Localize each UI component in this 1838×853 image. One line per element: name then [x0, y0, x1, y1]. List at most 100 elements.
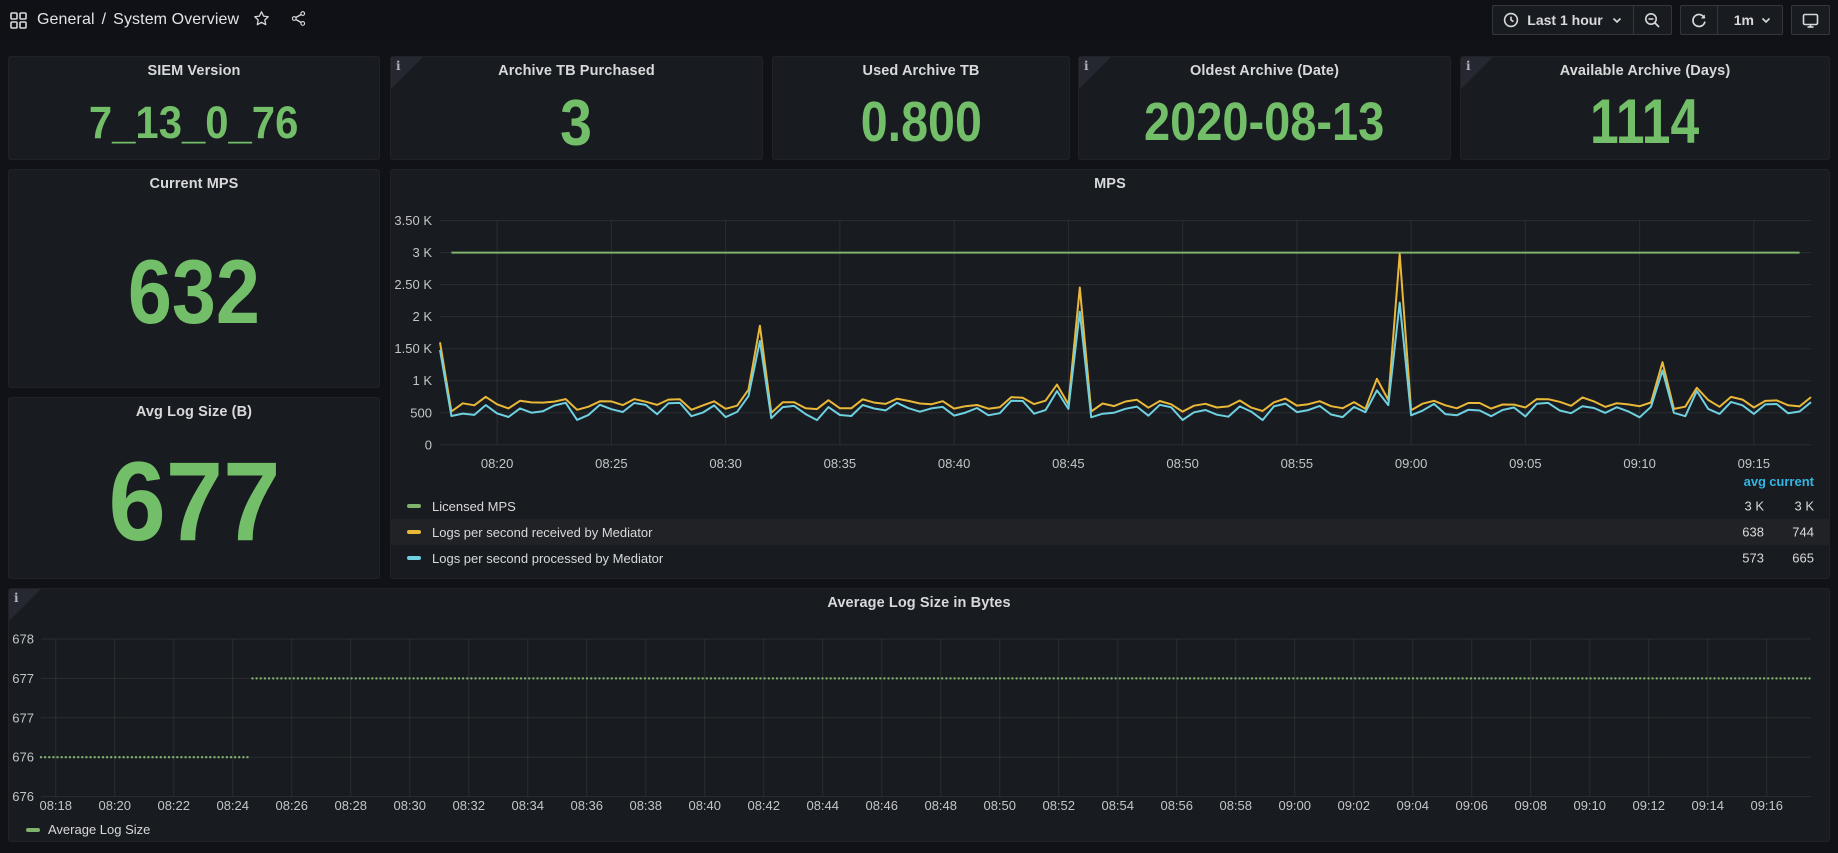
svg-text:09:10: 09:10 [1573, 798, 1606, 813]
share-icon [290, 10, 307, 30]
panel-info-corner[interactable] [391, 57, 423, 89]
svg-text:09:08: 09:08 [1514, 798, 1547, 813]
svg-text:08:18: 08:18 [39, 798, 72, 813]
panel-used-archive-tb: Used Archive TB 0.800 [772, 56, 1070, 160]
breadcrumb-folder[interactable]: General [37, 11, 95, 28]
star-icon [253, 10, 270, 30]
panel-avg-log-size: Avg Log Size (B) 677 [8, 397, 380, 579]
breadcrumb-dashboard[interactable]: System Overview [113, 11, 240, 28]
panel-archive-tb-purchased: i Archive TB Purchased 3 [390, 56, 763, 160]
time-picker-chevron-down-icon [1611, 14, 1623, 26]
info-icon: i [396, 59, 401, 73]
legend-row[interactable]: Logs per second received by Mediator 638 7… [391, 519, 1829, 545]
legend-series-label[interactable]: Logs per second received by Mediator [432, 524, 653, 540]
star-dashboard-button[interactable] [253, 10, 270, 30]
panel-title[interactable]: SIEM Version [147, 63, 241, 79]
navbar: General / System Overview [0, 0, 1838, 40]
svg-text:08:42: 08:42 [747, 798, 780, 813]
panel-info-corner[interactable] [9, 589, 41, 621]
panel-title[interactable]: Oldest Archive (Date) [1189, 63, 1340, 79]
svg-text:09:00: 09:00 [1395, 456, 1428, 470]
panel-current-mps: Current MPS 632 [8, 169, 380, 388]
stat-value-area: 1114 [1461, 85, 1829, 159]
svg-text:08:22: 08:22 [157, 798, 190, 813]
panel-title[interactable]: Average Log Size in Bytes [827, 595, 1011, 611]
zoom-out-time-button[interactable] [1634, 6, 1671, 34]
panel-info-corner[interactable] [1461, 57, 1493, 89]
legend-avg-value: 3 K [1744, 498, 1764, 514]
info-icon: i [1084, 59, 1089, 73]
svg-text:09:02: 09:02 [1337, 798, 1370, 813]
svg-text:677: 677 [12, 671, 34, 686]
svg-text:2 K: 2 K [412, 309, 432, 324]
legend-current-value: 744 [1792, 524, 1814, 540]
mps-legend-header: avg current [391, 471, 1829, 493]
panel-title[interactable]: Available Archive (Days) [1559, 63, 1731, 79]
svg-text:09:16: 09:16 [1750, 798, 1783, 813]
panel-info-corner[interactable] [1079, 57, 1111, 89]
button-group-divider [1632, 6, 1634, 34]
svg-text:09:06: 09:06 [1455, 798, 1488, 813]
legend-avg-header[interactable]: avg [1743, 474, 1766, 489]
panel-title[interactable]: Avg Log Size (B) [135, 404, 253, 420]
svg-text:500: 500 [410, 405, 432, 420]
mps-legend: avg current Licensed MPS 3 K 3 K Logs per s… [391, 471, 1829, 571]
share-dashboard-button[interactable] [290, 10, 307, 30]
panel-available-archive-days: i Available Archive (Days) 1114 [1460, 56, 1830, 160]
time-picker-button[interactable]: Last 1 hour [1493, 6, 1632, 34]
panel-title[interactable]: Archive TB Purchased [498, 63, 655, 79]
svg-text:0: 0 [425, 437, 432, 452]
svg-text:09:14: 09:14 [1691, 798, 1724, 813]
refresh-chevron-down-icon [1760, 14, 1772, 26]
svg-text:3.50 K: 3.50 K [394, 213, 432, 228]
svg-text:1 K: 1 K [412, 373, 432, 388]
mps-time-series-chart[interactable]: 0 500 1 K 1.50 K 2 K 2.50 K 3 K 3.50 K 08:20 08:2… [391, 170, 1829, 470]
legend-series-label[interactable]: Licensed MPS [432, 498, 516, 514]
legend-series-label[interactable]: Logs per second processed by Mediator [432, 550, 664, 566]
stat-value-area: 632 [9, 198, 379, 387]
legend-current-value: 665 [1792, 550, 1814, 566]
kiosk-group [1791, 5, 1830, 35]
stat-value-area: 3 [391, 85, 762, 159]
dashboards-grid-icon[interactable] [10, 11, 27, 29]
legend-swatch [407, 530, 421, 534]
panel-title[interactable]: Used Archive TB [862, 63, 980, 79]
svg-text:08:52: 08:52 [1042, 798, 1075, 813]
navbar-left: General / System Overview [0, 10, 307, 30]
legend-row[interactable]: Licensed MPS 3 K 3 K [391, 493, 1829, 519]
stat-value: 7_13_0_76 [89, 96, 299, 148]
svg-text:08:24: 08:24 [216, 798, 249, 813]
svg-text:09:04: 09:04 [1396, 798, 1429, 813]
svg-text:08:56: 08:56 [1160, 798, 1193, 813]
refresh-interval-label: 1m [1733, 12, 1754, 28]
legend-avg-value: 638 [1742, 524, 1764, 540]
time-picker-group: Last 1 hour [1492, 5, 1672, 35]
svg-text:08:28: 08:28 [334, 798, 367, 813]
refresh-button[interactable] [1681, 6, 1717, 34]
stat-value: 1114 [1590, 86, 1700, 157]
navbar-right: Last 1 hour [1484, 5, 1830, 35]
svg-text:08:38: 08:38 [629, 798, 662, 813]
svg-text:08:50: 08:50 [1166, 456, 1199, 470]
kiosk-mode-button[interactable] [1792, 6, 1829, 34]
panel-oldest-archive-date: i Oldest Archive (Date) 2020-08-13 [1078, 56, 1451, 160]
legend-swatch [407, 556, 421, 560]
svg-text:08:26: 08:26 [275, 798, 308, 813]
svg-text:08:46: 08:46 [865, 798, 898, 813]
panel-title[interactable]: Current MPS [149, 176, 239, 192]
svg-text:08:44: 08:44 [806, 798, 839, 813]
stat-value-area: 2020-08-13 [1079, 85, 1450, 159]
refresh-interval-button[interactable]: 1m [1718, 6, 1782, 34]
average-log-size-chart[interactable]: 676 676 677 677 678 08:18 08:20 08:22 08:24 08:26… [9, 589, 1829, 825]
clock-icon [1503, 12, 1519, 28]
legend-row[interactable]: Logs per second processed by Mediator 573… [391, 545, 1829, 571]
svg-text:08:55: 08:55 [1281, 456, 1314, 470]
legend-label[interactable]: Average Log Size [48, 822, 151, 837]
svg-text:08:34: 08:34 [511, 798, 544, 813]
panel-title[interactable]: MPS [1094, 176, 1126, 192]
svg-text:08:45: 08:45 [1052, 456, 1085, 470]
legend-current-header[interactable]: current [1769, 474, 1814, 489]
panel-mps-chart: MPS 0 500 1 K 1.50 K 2 K 2.50 K 3 K 3.50 K 08:20… [390, 169, 1830, 579]
legend-current-value: 3 K [1794, 498, 1814, 514]
svg-text:2.50 K: 2.50 K [394, 277, 432, 292]
